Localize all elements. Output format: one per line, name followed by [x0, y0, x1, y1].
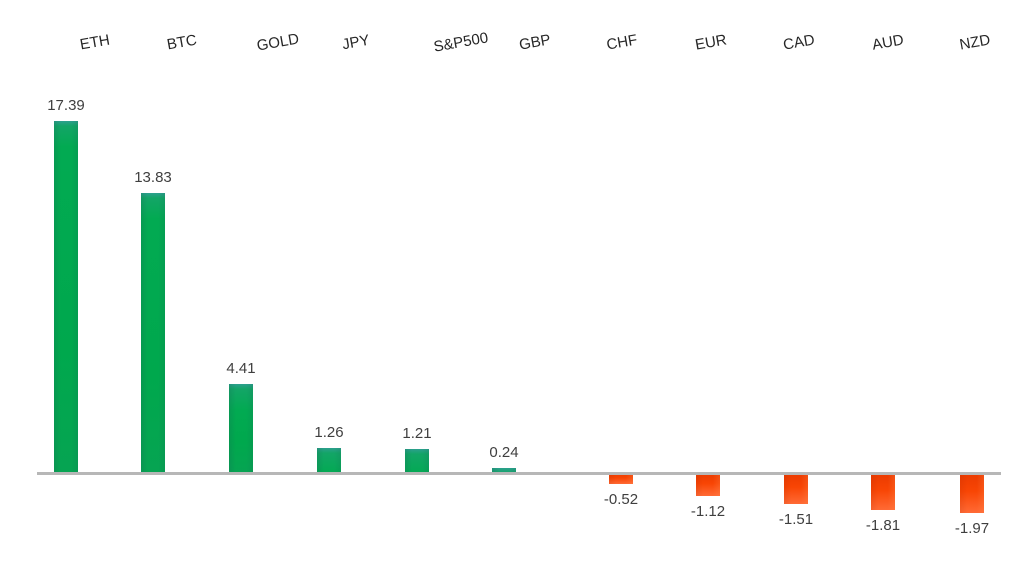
value-label-eur: -1.12: [690, 503, 726, 521]
value-label-s-p500: 1.21: [402, 424, 432, 442]
value-label-jpy: 1.26: [314, 423, 344, 441]
bar-eth: [54, 121, 78, 473]
value-label-btc: 13.83: [134, 169, 172, 187]
value-label-chf: -0.52: [603, 491, 639, 508]
bar-chf: [609, 473, 633, 484]
bar-aud: [871, 473, 895, 510]
value-label-cad: -1.51: [778, 511, 814, 529]
x-axis-line: [37, 471, 1001, 475]
value-label-aud: -1.81: [865, 517, 901, 535]
bar-s-p500: [405, 448, 429, 473]
value-label-eth: 17.39: [47, 97, 85, 114]
bar-gbp: [492, 468, 516, 473]
bar-jpy: [317, 447, 341, 473]
bar-cad: [784, 473, 808, 504]
value-label-gold: 4.41: [226, 359, 256, 377]
bar-eur: [696, 473, 720, 496]
bar-btc: [141, 193, 165, 473]
value-label-nzd: -1.97: [954, 520, 990, 538]
bar-gold: [229, 383, 253, 473]
value-label-gbp: 0.24: [489, 444, 519, 462]
bar-nzd: [960, 473, 984, 513]
